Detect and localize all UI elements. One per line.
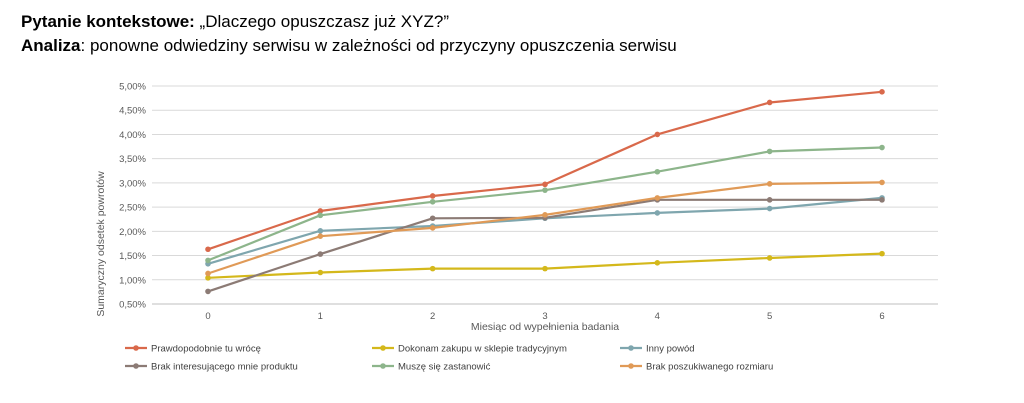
legend-item: Inny powód — [620, 344, 695, 355]
data-point — [317, 212, 324, 219]
legend-label: Brak interesującego mnie produktu — [151, 362, 298, 373]
series-line — [207, 146, 883, 262]
analysis-line: Analiza: ponowne odwiedziny serwisu w za… — [21, 34, 677, 58]
series-group — [205, 144, 885, 264]
data-point — [317, 251, 324, 257]
data-point — [317, 233, 324, 239]
data-point — [205, 275, 211, 281]
data-point — [205, 270, 211, 277]
y-tick-label: 4,00% — [119, 130, 146, 141]
legend-item: Dokonam zakupu w sklepie tradycyjnym — [372, 344, 567, 355]
data-point — [879, 144, 885, 151]
data-point — [879, 179, 885, 186]
data-point — [317, 269, 324, 276]
data-point — [317, 228, 324, 234]
y-tick-label: 1,00% — [119, 275, 146, 286]
data-point — [766, 205, 773, 212]
context-question-text: „Dlaczego opuszczasz już XYZ?” — [194, 12, 449, 31]
analysis-label: Analiza — [21, 36, 81, 55]
data-point — [205, 246, 211, 253]
data-point — [654, 260, 661, 266]
data-point — [542, 187, 548, 193]
data-point — [654, 131, 661, 138]
series-group — [205, 89, 885, 253]
data-point — [542, 212, 548, 218]
x-tick-label: 3 — [542, 311, 547, 322]
y-tick-label: 3,00% — [119, 178, 146, 189]
data-point — [654, 195, 661, 201]
data-point — [429, 265, 436, 272]
series-group — [205, 179, 885, 277]
legend-item: Prawdopodobnie tu wrócę — [125, 344, 261, 355]
x-axis-title: Miesiąc od wypełnienia badania — [471, 321, 619, 333]
data-point — [429, 215, 436, 222]
legend-marker — [628, 345, 634, 351]
data-point — [317, 208, 324, 214]
x-tick-label: 6 — [879, 311, 884, 322]
y-axis-tick-labels: 0,50% 1,00% 1,50% 2,00% 2,50% 3,00% 3,50% 4,00%… — [119, 82, 146, 311]
data-point — [205, 288, 211, 295]
legend-label: Brak poszukiwanego rozmiaru — [646, 362, 773, 373]
y-tick-label: 2,00% — [119, 227, 146, 238]
data-point — [879, 250, 885, 257]
series-line — [207, 181, 883, 275]
data-point — [879, 89, 885, 95]
chart-series — [205, 89, 885, 295]
context-question: Pytanie kontekstowe: „Dlaczego opuszczas… — [21, 10, 677, 34]
data-point — [654, 210, 661, 216]
legend-marker — [133, 345, 139, 351]
analysis-text: : ponowne odwiedziny serwisu w zależnośc… — [80, 36, 677, 55]
legend-marker — [133, 363, 139, 369]
y-tick-label: 0,50% — [119, 300, 146, 311]
data-point — [766, 99, 773, 106]
y-tick-label: 3,50% — [119, 154, 146, 165]
data-point — [654, 168, 661, 175]
legend-marker — [628, 363, 634, 369]
x-axis-tick-labels: 0 1 2 3 4 5 6 — [205, 311, 884, 322]
legend-item: Brak interesującego mnie produktu — [125, 362, 298, 373]
series-group — [205, 197, 885, 295]
series-line — [207, 90, 883, 251]
series-group — [205, 250, 885, 281]
x-tick-label: 4 — [655, 311, 660, 322]
context-question-label: Pytanie kontekstowe: — [21, 12, 195, 31]
legend-label: Muszę się zastanowić — [398, 362, 491, 373]
legend-label: Prawdopodobnie tu wrócę — [151, 344, 261, 355]
data-point — [766, 255, 773, 261]
data-point — [542, 265, 548, 272]
slide-header: Pytanie kontekstowe: „Dlaczego opuszczas… — [21, 10, 677, 58]
data-point — [429, 193, 436, 199]
data-point — [205, 257, 211, 264]
data-point — [542, 181, 548, 188]
x-tick-label: 1 — [318, 311, 323, 322]
y-axis-title: Sumaryczny odsetek powrotów — [95, 171, 107, 317]
data-point — [429, 198, 436, 205]
legend-label: Inny powód — [646, 344, 695, 355]
y-tick-label: 4,50% — [119, 106, 146, 117]
x-tick-label: 5 — [767, 311, 772, 322]
data-point — [766, 181, 773, 187]
legend-item: Muszę się zastanowić — [372, 362, 491, 373]
legend-marker — [380, 345, 386, 351]
legend-label: Dokonam zakupu w sklepie tradycyjnym — [398, 344, 567, 355]
legend-item: Brak poszukiwanego rozmiaru — [620, 362, 773, 373]
data-point — [429, 225, 436, 231]
data-point — [766, 148, 773, 155]
x-tick-label: 0 — [205, 311, 210, 322]
legend-marker — [380, 363, 386, 369]
x-tick-label: 2 — [430, 311, 435, 322]
data-point — [766, 197, 773, 203]
y-tick-label: 2,50% — [119, 203, 146, 214]
chart-legend: Prawdopodobnie tu wrócę Dokonam zakupu w … — [125, 344, 773, 373]
y-tick-label: 1,50% — [119, 251, 146, 262]
y-tick-label: 5,00% — [119, 82, 146, 93]
data-point — [879, 197, 885, 203]
